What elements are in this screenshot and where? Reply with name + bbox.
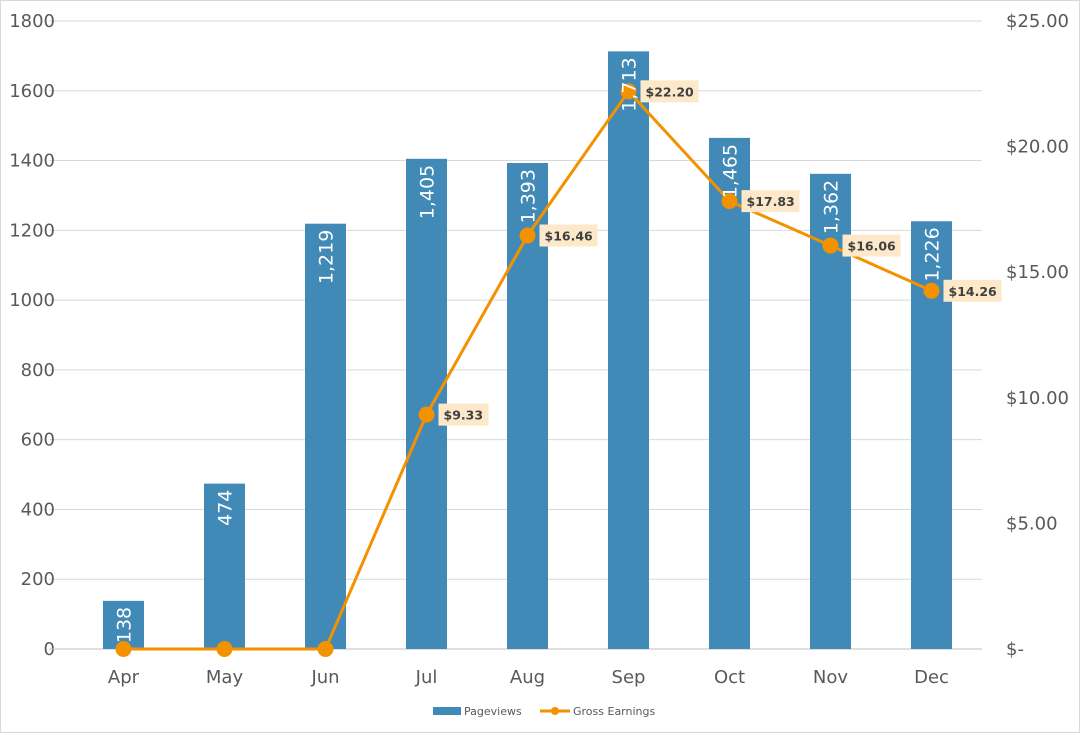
legend-marker-earnings [551, 707, 559, 715]
earnings-point [620, 83, 637, 100]
earnings-point [822, 237, 839, 254]
earnings-point [418, 406, 435, 423]
x-tick-label: Jul [415, 667, 438, 688]
y-left-tick-label: 1000 [9, 290, 55, 311]
x-tick-label: Nov [813, 667, 848, 688]
bar [608, 51, 649, 649]
earnings-point [115, 641, 132, 657]
earnings-label-box [741, 190, 800, 213]
earnings-point [216, 641, 233, 657]
bar-data-label: 1,219 [316, 230, 338, 284]
x-tick-label: Oct [714, 667, 745, 688]
earnings-label-box [438, 403, 489, 426]
bar [709, 137, 750, 649]
y-right-tick-label: $5.00 [1006, 513, 1058, 534]
bar [204, 483, 245, 649]
y-left-tick-label: 400 [21, 499, 55, 520]
y-right-tick-label: $20.00 [1006, 137, 1069, 158]
earnings-label-box [539, 224, 598, 247]
earnings-data-label: $16.46 [545, 229, 594, 244]
y-left-tick-label: 1600 [9, 81, 55, 102]
bar-data-label: 1,393 [518, 169, 540, 223]
earnings-data-label: $9.33 [444, 408, 484, 423]
earnings-point [317, 641, 334, 657]
y-left-tick-label: 600 [21, 430, 55, 451]
earnings-label-box [943, 279, 1002, 302]
bar-data-label: 1,465 [720, 144, 742, 198]
bar-data-label: 138 [114, 607, 136, 643]
y-right-tick-label: $15.00 [1006, 262, 1069, 283]
earnings-point [721, 193, 738, 210]
bar [305, 223, 346, 649]
y-left-tick-label: 200 [21, 569, 55, 590]
bar-data-label: 1,362 [821, 180, 843, 234]
earnings-label-box [640, 80, 699, 103]
y-right-tick-label: $25.00 [1006, 11, 1069, 32]
earnings-data-label: $22.20 [646, 84, 695, 99]
y-left-tick-label: 1200 [9, 220, 55, 241]
bar-data-label: 1,713 [619, 57, 641, 111]
x-tick-label: Sep [612, 667, 646, 688]
y-right-tick-label: $10.00 [1006, 388, 1069, 409]
x-tick-label: Apr [108, 667, 140, 688]
legend-label-pageviews: Pageviews [464, 705, 522, 718]
legend-swatch-pageviews [433, 707, 461, 715]
bar-data-label: 1,405 [417, 165, 439, 219]
y-left-tick-label: 800 [21, 360, 55, 381]
legend-label-earnings: Gross Earnings [573, 705, 655, 718]
x-tick-label: Aug [510, 667, 545, 688]
y-left-tick-label: 1400 [9, 151, 55, 172]
bar [103, 600, 144, 649]
y-right-tick-label: $- [1006, 639, 1024, 660]
earnings-data-label: $14.26 [949, 284, 998, 299]
earnings-label-box [842, 234, 901, 257]
x-tick-label: Dec [914, 667, 949, 688]
earnings-point [519, 227, 536, 244]
earnings-data-label: $17.83 [747, 194, 795, 209]
earnings-point [923, 282, 940, 299]
earnings-data-label: $16.06 [848, 239, 897, 254]
x-tick-label: May [206, 667, 244, 688]
bar-data-label: 474 [215, 490, 237, 526]
y-left-tick-label: 1800 [9, 11, 55, 32]
x-tick-label: Jun [310, 667, 339, 688]
bar-data-label: 1,226 [922, 227, 944, 281]
